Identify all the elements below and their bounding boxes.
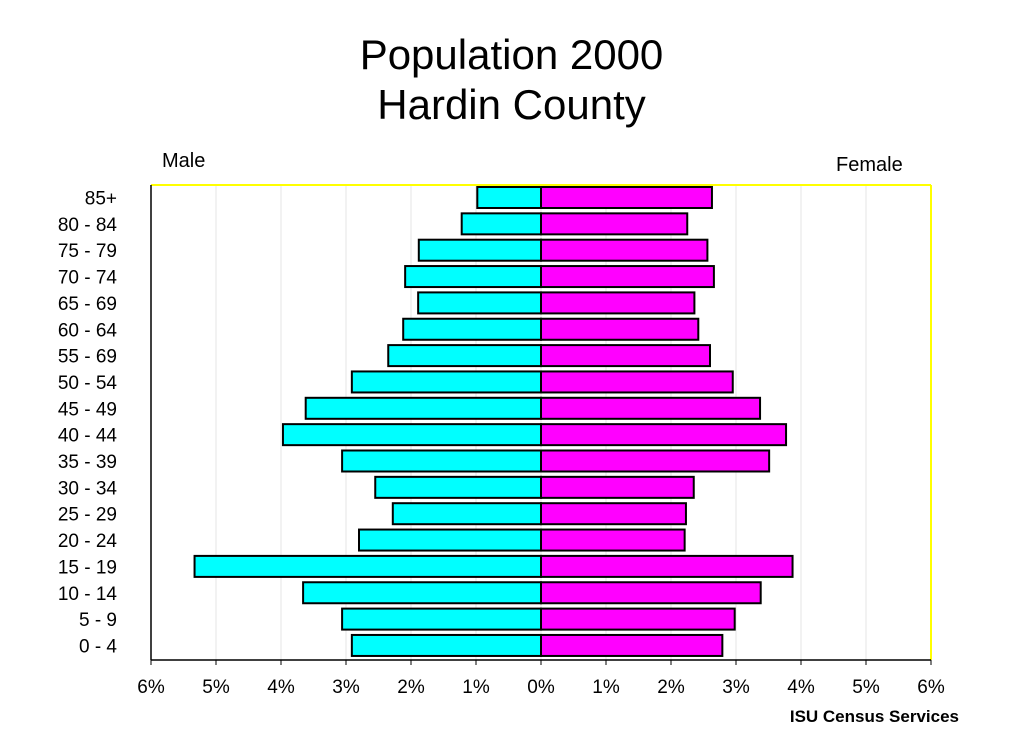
source-credit: ISU Census Services xyxy=(789,707,959,726)
female-bar xyxy=(540,528,686,552)
age-group-label: 70 - 74 xyxy=(58,268,118,289)
age-group-label: 25 - 29 xyxy=(58,505,117,526)
female-bar xyxy=(540,449,771,473)
female-bar xyxy=(540,370,734,394)
male-bar xyxy=(476,186,542,209)
female-bar xyxy=(540,265,715,289)
chart-title: Population 2000 Hardin County xyxy=(0,30,1023,130)
male-bar xyxy=(302,581,542,605)
male-bar xyxy=(387,344,542,368)
age-group-label: 20 - 24 xyxy=(58,531,118,552)
male-bar xyxy=(391,502,542,526)
male-bar xyxy=(304,396,543,420)
male-bar xyxy=(193,554,543,578)
male-bar xyxy=(350,370,542,394)
female-bar xyxy=(540,475,695,499)
female-bar xyxy=(540,554,794,578)
female-bar xyxy=(540,423,788,447)
male-bar xyxy=(460,212,543,236)
female-bar xyxy=(540,581,762,605)
age-group-label: 75 - 79 xyxy=(58,241,117,262)
x-tick-label: 6% xyxy=(917,677,945,698)
female-bar xyxy=(540,317,700,341)
age-group-label: 10 - 14 xyxy=(58,584,118,605)
x-tick-label: 2% xyxy=(657,677,685,698)
age-group-label: 50 - 54 xyxy=(58,373,118,394)
female-bar xyxy=(540,633,724,657)
x-tick-label: 2% xyxy=(397,677,425,698)
age-group-label: 65 - 69 xyxy=(58,294,117,315)
male-bar xyxy=(404,265,542,289)
age-group-label: 5 - 9 xyxy=(79,610,117,631)
age-group-label: 85+ xyxy=(85,189,117,210)
x-tick-label: 3% xyxy=(722,677,750,698)
female-bar xyxy=(540,291,696,315)
female-bar xyxy=(540,396,762,420)
male-bar xyxy=(417,291,542,315)
female-bar xyxy=(540,344,711,368)
x-tick-label: 4% xyxy=(787,677,815,698)
age-group-label: 40 - 44 xyxy=(58,426,118,447)
age-group-label: 0 - 4 xyxy=(79,636,117,657)
male-bar xyxy=(358,528,542,552)
age-group-label: 45 - 49 xyxy=(58,399,117,420)
x-tick-label: 5% xyxy=(202,677,230,698)
age-group-label: 15 - 19 xyxy=(58,557,117,578)
female-bar xyxy=(540,607,736,631)
x-tick-label: 3% xyxy=(332,677,360,698)
male-bar xyxy=(374,475,542,499)
x-tick-label: 1% xyxy=(592,677,620,698)
chart-title-line-2: Hardin County xyxy=(377,81,646,128)
x-tick-label: 0% xyxy=(527,677,555,698)
x-tick-label: 6% xyxy=(137,677,165,698)
age-group-label: 35 - 39 xyxy=(58,452,117,473)
female-label: Female xyxy=(836,154,903,176)
male-bar xyxy=(417,238,542,262)
x-tick-label: 1% xyxy=(462,677,490,698)
age-group-label: 30 - 34 xyxy=(58,478,118,499)
age-group-label: 60 - 64 xyxy=(58,320,118,341)
male-bar xyxy=(402,317,543,341)
female-bar xyxy=(540,186,713,209)
x-tick-label: 4% xyxy=(267,677,295,698)
male-label: Male xyxy=(162,150,206,172)
female-bar xyxy=(540,238,709,262)
male-bar xyxy=(350,633,542,657)
male-bar xyxy=(281,423,542,447)
female-bar xyxy=(540,502,687,526)
age-group-label: 80 - 84 xyxy=(58,215,118,236)
x-tick-label: 5% xyxy=(852,677,880,698)
male-bar xyxy=(341,607,542,631)
chart-title-line-1: Population 2000 xyxy=(359,31,664,78)
male-bar xyxy=(341,449,542,473)
female-bar xyxy=(540,212,689,236)
age-group-label: 55 - 69 xyxy=(58,347,117,368)
